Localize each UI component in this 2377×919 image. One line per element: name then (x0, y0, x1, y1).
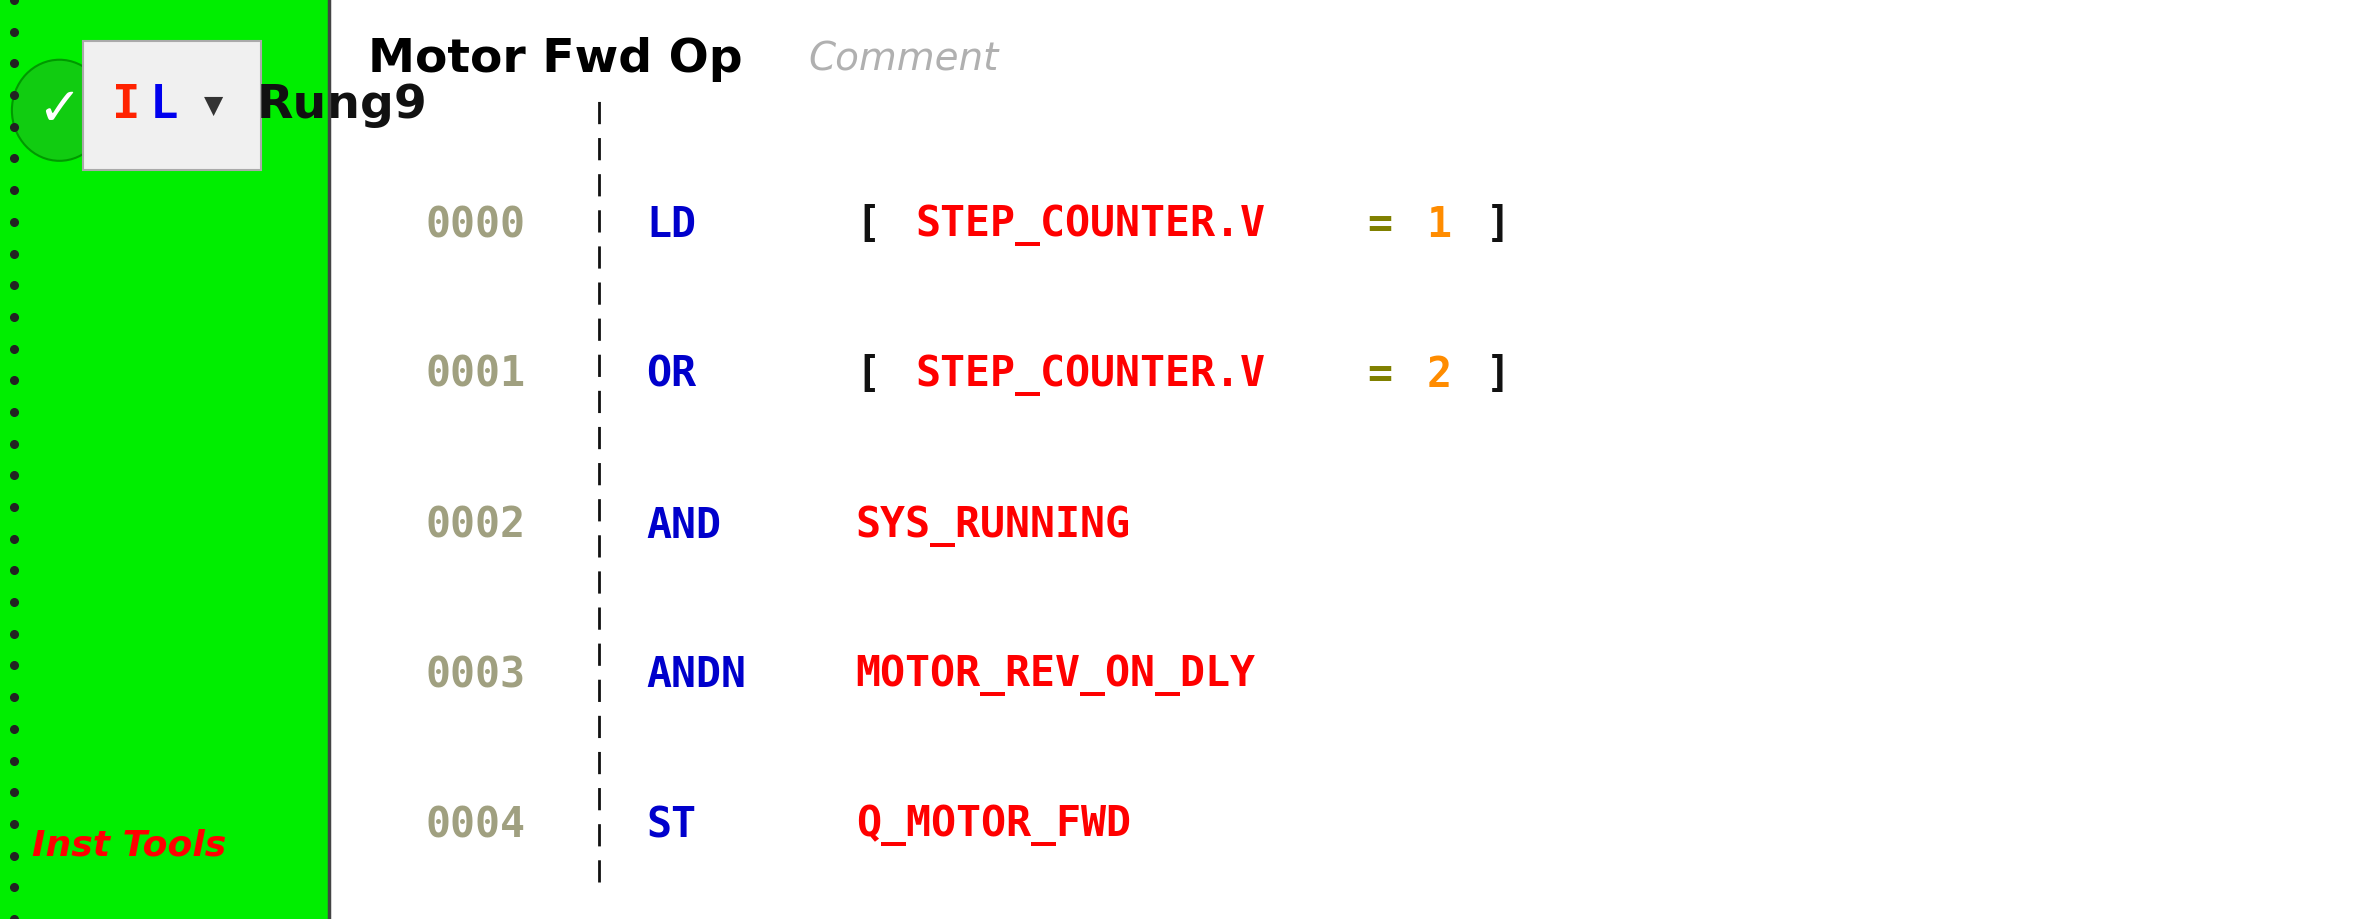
Text: =: = (1367, 204, 1393, 246)
Text: OR: OR (647, 354, 696, 396)
Text: L: L (150, 84, 178, 128)
Text: 0003: 0003 (425, 654, 525, 697)
Text: Q_MOTOR_FWD: Q_MOTOR_FWD (856, 804, 1131, 846)
Text: ▼: ▼ (204, 94, 223, 118)
Text: 0002: 0002 (425, 505, 525, 547)
Text: Inst Tools: Inst Tools (31, 829, 226, 862)
Text: I: I (112, 84, 140, 128)
Text: Comment: Comment (808, 40, 998, 79)
Text: ST: ST (647, 804, 696, 846)
Text: 2: 2 (1426, 354, 1452, 396)
Text: SYS_RUNNING: SYS_RUNNING (856, 505, 1131, 547)
Text: STEP_COUNTER.V: STEP_COUNTER.V (915, 204, 1265, 246)
Text: =: = (1367, 354, 1393, 396)
Text: Motor Fwd Op: Motor Fwd Op (368, 38, 744, 82)
Text: [: [ (856, 204, 882, 246)
Text: LD: LD (647, 204, 696, 246)
Text: ANDN: ANDN (647, 654, 746, 697)
FancyBboxPatch shape (83, 41, 261, 170)
Text: 0000: 0000 (425, 204, 525, 246)
Text: ]: ] (1486, 354, 1512, 396)
Text: ✓: ✓ (38, 85, 81, 136)
FancyBboxPatch shape (328, 0, 2377, 919)
Ellipse shape (12, 60, 107, 161)
Text: STEP_COUNTER.V: STEP_COUNTER.V (915, 354, 1265, 396)
Text: 1: 1 (1426, 204, 1452, 246)
Text: Rung9: Rung9 (257, 84, 428, 128)
Text: ]: ] (1486, 204, 1512, 246)
Text: [: [ (856, 354, 882, 396)
Text: AND: AND (647, 505, 723, 547)
Text: 0004: 0004 (425, 804, 525, 846)
Text: 0001: 0001 (425, 354, 525, 396)
FancyBboxPatch shape (0, 0, 328, 919)
Text: MOTOR_REV_ON_DLY: MOTOR_REV_ON_DLY (856, 654, 1255, 697)
